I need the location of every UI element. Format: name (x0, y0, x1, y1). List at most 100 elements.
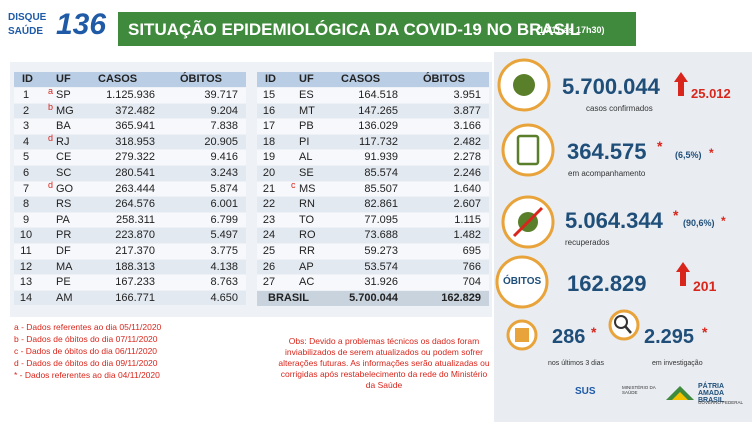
cases: 166.771 (115, 291, 155, 304)
row-bg (257, 103, 489, 119)
row-bg (14, 244, 246, 259)
id: 21 (262, 182, 276, 195)
id: 2 (22, 104, 30, 117)
id: 6 (22, 167, 30, 179)
recovered-value: 5.064.344 (565, 208, 663, 233)
flag (666, 386, 694, 400)
deaths: 2.278 (453, 151, 481, 164)
deaths: 39.717 (204, 89, 238, 101)
id: 22 (262, 198, 276, 211)
deaths: 3.166 (453, 120, 481, 133)
row-bg (257, 228, 489, 243)
deaths: 9.204 (210, 104, 238, 117)
deaths-value: 162.829 (567, 271, 647, 296)
uf: RJ (56, 135, 70, 148)
uf: MS (299, 182, 316, 195)
uf: PI (299, 135, 310, 148)
row-bg (257, 181, 489, 197)
row-bg (257, 134, 489, 150)
title: SITUAÇÃO EPIDEMIOLÓGICA DA COVID-19 NO B… (128, 20, 581, 39)
total-bg (257, 290, 489, 307)
logo-bottom: SAÚDE (8, 26, 44, 37)
cases: 85.507 (364, 182, 398, 195)
cases: 77.095 (364, 213, 398, 226)
id: 15 (262, 89, 276, 101)
row-bg (257, 197, 489, 212)
id: 5 (22, 151, 30, 164)
uf: DF (56, 245, 71, 257)
title-banner: SITUAÇÃO EPIDEMIOLÓGICA DA COVID-19 NO B… (118, 12, 636, 46)
uf: RN (299, 198, 315, 211)
monitoring-label: em acompanhamento (568, 169, 646, 178)
row-bg (14, 259, 246, 275)
footnote: d - Dados de óbitos do dia 09/11/2020 (14, 358, 158, 368)
icons (495, 58, 690, 351)
investigation-label: em investigação (652, 360, 703, 367)
cases: 318.953 (115, 135, 155, 148)
id: 14 (19, 291, 33, 304)
deaths: 1.482 (453, 229, 481, 242)
monitoring-percent-star: * (709, 146, 714, 160)
row-bg (14, 134, 246, 150)
cases: 264.576 (115, 198, 155, 211)
investigation-value: 2.295 (644, 326, 695, 348)
id: 8 (22, 198, 30, 211)
deaths: 2.607 (453, 198, 481, 211)
row-bg (257, 212, 489, 228)
monitoring-percent: (6,5%) (675, 150, 702, 160)
deaths: 2.482 (453, 135, 481, 148)
obs: Obs: Devido a problemas técnicos os dado… (278, 336, 490, 390)
uf: MG (56, 104, 74, 117)
note: a (48, 86, 54, 96)
cases: 59.273 (364, 245, 398, 257)
deaths: 695 (462, 245, 481, 257)
recent-label: nos últimos 3 dias (548, 360, 605, 367)
uf: AC (299, 276, 315, 289)
id: 24 (262, 229, 276, 242)
row-bg (14, 88, 246, 103)
id: 26 (262, 260, 276, 273)
deaths-badge: ÓBITOS (503, 276, 542, 287)
deaths: 4.650 (210, 291, 238, 304)
deaths: 1.640 (453, 182, 481, 195)
total-deaths: 162.829 (441, 291, 481, 304)
column-header: ID (265, 73, 276, 85)
uf: AL (299, 151, 313, 164)
cases: 147.265 (358, 104, 398, 117)
id: 23 (262, 213, 276, 226)
cases: 136.029 (358, 120, 398, 133)
row-bg (257, 259, 489, 275)
id: 20 (262, 167, 276, 179)
row-bg (257, 244, 489, 259)
cases: 279.322 (115, 151, 155, 164)
id: 7 (22, 182, 30, 195)
uf: RR (299, 245, 315, 257)
uf: GO (56, 182, 74, 195)
recovered-percent-star: * (721, 214, 726, 228)
row-bg (14, 166, 246, 181)
id: 13 (19, 276, 33, 289)
note: d (48, 132, 54, 143)
id: 12 (19, 260, 33, 273)
cases: 188.313 (115, 260, 155, 273)
row-bg (14, 181, 246, 197)
cases: 117.732 (359, 135, 398, 148)
row-bg (14, 150, 246, 165)
row-bg (14, 290, 246, 306)
uf: SC (56, 167, 72, 179)
table: ID UF CASOS ÓBITOS ID UF CASOS ÓBITOS 1 a SP 1.125.… (10, 62, 492, 317)
uf: ES (299, 89, 314, 101)
timestamp: (10/11 às 17h30) (536, 25, 605, 35)
uf: BA (56, 120, 71, 133)
ministry: MINISTÉRIO DA SAÚDE (622, 385, 656, 395)
cases: 53.574 (364, 260, 398, 273)
uf: CE (56, 151, 72, 164)
confirmed-value: 5.700.044 (562, 74, 660, 99)
cases: 1.125.936 (106, 89, 155, 101)
row-bg (257, 88, 489, 103)
uf: RO (299, 229, 316, 242)
deaths: 4.138 (210, 260, 238, 273)
deaths: 5.874 (210, 182, 238, 195)
footnote: b - Dados de óbitos do dia 07/11/2020 (14, 334, 158, 344)
